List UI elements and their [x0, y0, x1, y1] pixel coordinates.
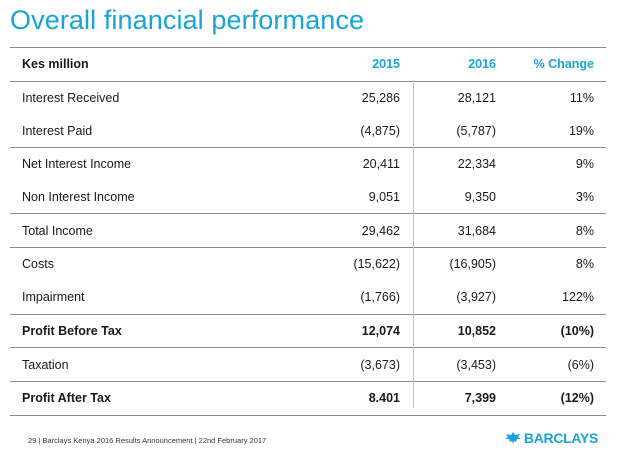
- row-label: Interest Received: [22, 91, 120, 106]
- row-change: (6%): [567, 357, 594, 372]
- row-value-2016: 7,399: [464, 391, 496, 406]
- row-change: 9%: [575, 157, 594, 172]
- row-value-2015: (4,875): [360, 123, 400, 138]
- table-row: Costs (15,622) (16,905) 8%: [10, 247, 606, 281]
- column-header-label: Kes million: [22, 57, 89, 72]
- table-header-row: Kes million 2015 2016 % Change: [10, 47, 606, 82]
- row-change: 122%: [562, 290, 594, 305]
- row-value-2015: 20,411: [362, 157, 400, 172]
- row-value-2016: (16,905): [449, 257, 496, 272]
- row-change: 11%: [569, 91, 594, 106]
- row-label: Non Interest Income: [22, 190, 135, 205]
- row-change: (12%): [560, 391, 594, 406]
- row-value-2015: 8.401: [368, 391, 400, 406]
- row-change: 19%: [568, 123, 594, 138]
- row-change: 8%: [575, 257, 594, 272]
- row-value-2015: (1,766): [360, 290, 400, 305]
- row-label: Net Interest Income: [22, 157, 132, 172]
- row-value-2015: (3,673): [360, 357, 400, 372]
- logo-text: BARCLAYS: [523, 430, 598, 446]
- row-value-2016: 28,121: [457, 91, 496, 106]
- table-row: Profit After Tax 8.401 7,399 (12%): [10, 380, 606, 416]
- column-divider: [413, 80, 414, 408]
- row-value-2016: 22,334: [457, 157, 496, 172]
- row-change: 3%: [575, 190, 594, 205]
- row-value-2015: 12,074: [361, 323, 400, 338]
- table-row: Profit Before Tax 12,074 10,852 (10%): [10, 313, 606, 348]
- row-label: Total Income: [22, 223, 93, 238]
- row-label: Taxation: [22, 357, 69, 372]
- table-row: Interest Received 25,286 28,121 11%: [10, 82, 606, 115]
- column-header-2015: 2015: [372, 57, 400, 72]
- row-change: 8%: [575, 223, 594, 238]
- column-header-change: % Change: [533, 57, 594, 72]
- row-label: Costs: [22, 257, 54, 272]
- row-label: Interest Paid: [22, 123, 93, 138]
- table-row: Taxation (3,673) (3,453) (6%): [10, 347, 606, 381]
- table-row: Net Interest Income 20,411 22,334 9%: [10, 147, 606, 181]
- row-value-2016: (5,787): [456, 123, 496, 138]
- row-label: Profit Before Tax: [22, 323, 122, 338]
- row-value-2016: 9,350: [464, 190, 496, 205]
- row-label: Impairment: [22, 290, 85, 305]
- row-value-2016: (3,453): [456, 357, 496, 372]
- row-value-2016: (3,927): [456, 290, 496, 305]
- row-label: Profit After Tax: [22, 391, 111, 406]
- row-change: (10%): [560, 323, 594, 338]
- row-value-2016: 31,684: [457, 223, 496, 238]
- table-row: Total Income 29,462 31,684 8%: [10, 213, 606, 247]
- column-header-2016: 2016: [468, 57, 496, 72]
- table-row: Non Interest Income 9,051 9,350 3%: [10, 181, 606, 214]
- page-title: Overall financial performance: [10, 5, 365, 35]
- row-value-2016: 10,852: [457, 323, 496, 338]
- row-value-2015: 29,462: [361, 223, 400, 238]
- financial-table: Kes million 2015 2016 % Change Interest …: [10, 47, 606, 416]
- table-row: Interest Paid (4,875) (5,787) 19%: [10, 114, 606, 147]
- eagle-icon: [504, 432, 521, 444]
- barclays-logo: BARCLAYS: [504, 430, 598, 446]
- table-row: Impairment (1,766) (3,927) 122%: [10, 281, 606, 314]
- footer-text: 29 | Barclays Kenya 2016 Results Announc…: [28, 436, 267, 445]
- row-value-2015: (15,622): [353, 257, 400, 272]
- row-value-2015: 9,051: [368, 190, 400, 205]
- row-value-2015: 25,286: [361, 91, 400, 106]
